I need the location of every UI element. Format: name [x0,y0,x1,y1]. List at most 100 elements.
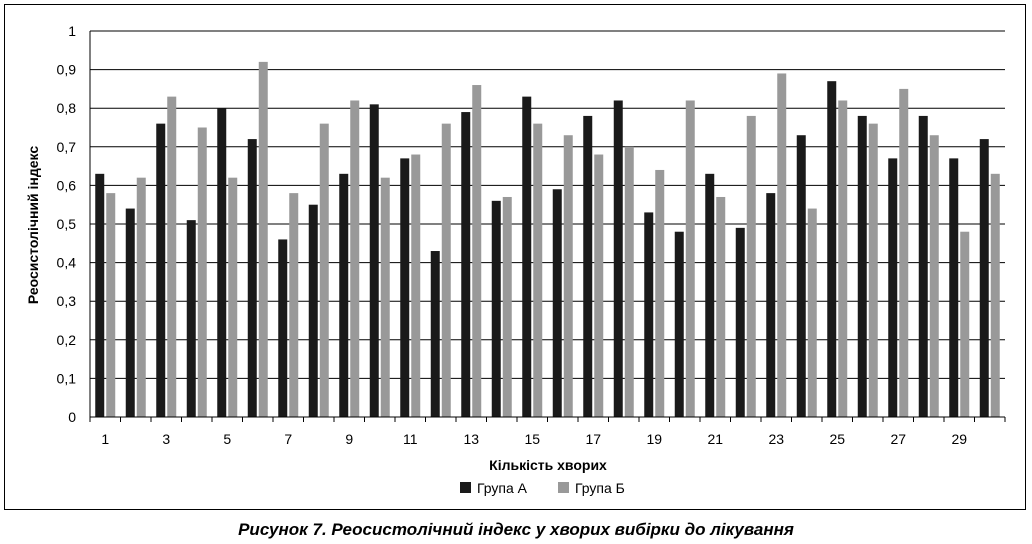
bar-group-b [868,123,878,417]
bar-group-b [533,123,543,417]
bars [95,61,1000,418]
bar-group-a [949,158,959,417]
bar-group-a [430,251,440,417]
bar-group-b [746,115,756,418]
bar-group-b [319,123,329,417]
bar-group-b [990,173,1000,417]
chart-frame [4,4,1026,510]
y-tick-label: 1 [68,23,76,39]
bar-group-b [197,127,207,417]
legend-label-group-b: Група Б [575,480,625,496]
bar-group-a [766,193,776,417]
bar-group-a [491,200,501,417]
bar-group-b [289,193,299,417]
bar-group-a [400,158,410,417]
bar-group-b [960,231,970,417]
bar-group-b [807,208,817,417]
bar-group-a [918,115,928,418]
bar-group-b [136,177,146,417]
bar-group-a [857,115,867,418]
y-tick-label: 0,1 [57,370,77,386]
bar-group-b [502,196,512,417]
bar-group-a [827,81,837,418]
bar-group-a [247,139,257,417]
legend: Група А Група Б [460,480,625,496]
y-tick-label: 0,8 [57,100,77,116]
x-tick-label: 17 [585,431,601,447]
bar-group-a [95,173,105,417]
bar-group-a [796,135,806,417]
y-tick-label: 0 [68,409,76,425]
y-tick-label: 0,6 [57,177,77,193]
x-tick-label: 27 [890,431,906,447]
bar-group-b [624,146,634,418]
x-tick-label: 19 [646,431,662,447]
x-tick-label: 15 [524,431,540,447]
legend-swatch-group-a [460,482,471,493]
x-tick-labels: 1 3 5 7 9 11 13 15 17 19 21 23 25 27 29 [101,431,967,447]
y-axis-title: Реосистолічний індекс [25,146,41,305]
x-tick-label: 7 [284,431,292,447]
bar-group-a [308,204,318,417]
bar-group-a [644,212,654,417]
bar-group-a [552,189,562,417]
bar-group-b [350,100,360,417]
bar-group-a [461,112,471,417]
bar-group-a [217,108,227,417]
x-tick-label: 11 [403,431,418,447]
x-tick-label: 21 [707,431,723,447]
bar-group-a [674,231,684,417]
bar-group-a [979,139,989,417]
bar-group-b [411,154,421,417]
bar-group-b [441,123,451,417]
bar-group-a [522,96,532,418]
x-tick-label: 1 [101,431,109,447]
legend-label-group-a: Група А [477,480,528,496]
x-tick-label: 23 [768,431,784,447]
figure-caption: Рисунок 7. Реосистолічний індекс у хвори… [238,520,794,539]
y-tick-label: 0,3 [57,293,77,309]
x-tick-label: 9 [345,431,353,447]
bar-group-b [655,169,665,417]
bar-group-a [613,100,623,417]
bar-group-b [472,85,482,417]
bar-group-b [380,177,390,417]
bar-group-a [278,239,288,417]
bar-group-b [899,88,909,418]
bar-group-a [583,115,593,418]
x-tick-label: 25 [829,431,845,447]
bar-group-b [563,135,573,417]
bar-group-b [838,100,848,417]
x-tick-label: 3 [162,431,170,447]
x-tick-label: 29 [951,431,967,447]
bar-group-a [125,208,135,417]
x-tick-label: 13 [463,431,479,447]
bar-chart: 00,10,20,30,40,50,60,70,80,91 1 3 5 7 9 11 13 1… [25,23,1006,496]
bar-group-a [339,173,349,417]
y-tick-labels: 0 0,1 0,2 0,3 0,4 0,5 0,6 0,7 0,8 0,9 1 [57,23,77,425]
y-tick-label: 0,9 [57,62,77,78]
bar-group-a [156,123,166,417]
bar-group-b [716,196,726,417]
y-tick-label: 0,5 [57,216,77,232]
bar-group-b [929,135,939,417]
bar-group-a [369,104,379,417]
gridlines [90,30,1005,379]
bar-group-b [106,193,116,417]
bar-group-b [167,96,177,418]
axes [89,31,1006,422]
bar-group-b [258,61,268,417]
x-tick-label: 5 [223,431,231,447]
bar-group-b [777,73,787,418]
bar-group-a [186,220,196,417]
bar-group-b [594,154,604,417]
bar-group-a [735,227,745,417]
bar-group-b [685,100,695,417]
y-tick-label: 0,2 [57,332,77,348]
legend-swatch-group-b [558,482,569,493]
x-axis-title: Кількість хворих [489,457,607,473]
bar-group-a [888,158,898,417]
bar-group-a [705,173,715,417]
y-tick-label: 0,7 [57,139,77,155]
y-tick-label: 0,4 [57,255,77,271]
